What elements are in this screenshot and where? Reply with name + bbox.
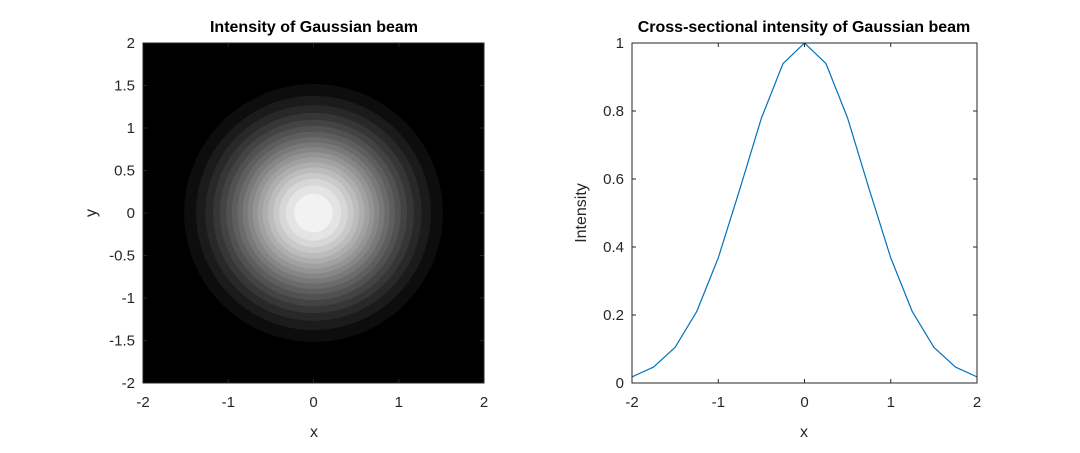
line-x-tick-label: -1 [712, 394, 725, 411]
heatmap-y-tick-label: -0.5 [109, 248, 135, 265]
line-y-tick-label: 1 [616, 35, 624, 52]
line-y-tick-label: 0 [616, 375, 624, 392]
line-series-group [632, 43, 977, 378]
intensity-line [632, 43, 977, 378]
heatmap-x-tick-label: -1 [222, 394, 235, 411]
heatmap-y-tick-label: -2 [122, 375, 135, 392]
line-y-tick-label: 0.4 [603, 239, 624, 256]
intensity-contours [165, 65, 462, 361]
heatmap-x-tick-label: 1 [395, 394, 403, 411]
heatmap-y-tick-label: -1 [122, 290, 135, 307]
heatmap-axes: -2 -1 0 1 2 -2 -1.5 -1 -0.5 0 0.5 1 1.5 2 [109, 35, 488, 411]
heatmap-y-tick-label: 0.5 [114, 163, 135, 180]
line-x-tick-label: 0 [800, 394, 808, 411]
heatmap-y-tick-label: 0 [127, 205, 135, 222]
line-plot: Cross-sectional intensity of Gaussian be… [573, 19, 981, 441]
heatmap-x-tick-label: -2 [136, 394, 149, 411]
heatmap-plot: Intensity of Gaussian beam -2 -1 0 1 2 -2 -1.5… [83, 19, 488, 441]
line-title: Cross-sectional intensity of Gaussian be… [638, 19, 971, 36]
heatmap-y-axis-label: y [83, 209, 100, 217]
contour-level [294, 193, 333, 233]
heatmap-title: Intensity of Gaussian beam [210, 19, 418, 36]
heatmap-x-axis-label: x [310, 424, 318, 441]
heatmap-y-tick-label: 1 [127, 120, 135, 137]
line-y-axis-label: Intensity [573, 183, 590, 243]
line-y-tick-label: 0.8 [603, 103, 624, 120]
line-x-tick-label: 2 [973, 394, 981, 411]
heatmap-y-tick-label: 1.5 [114, 78, 135, 95]
line-x-axis-label: x [800, 424, 808, 441]
line-plot-area [632, 43, 977, 383]
heatmap-x-tick-label: 2 [480, 394, 488, 411]
line-x-tick-label: 1 [887, 394, 895, 411]
heatmap-y-tick-label: 2 [127, 35, 135, 52]
line-x-tick-label: -2 [625, 394, 638, 411]
heatmap-x-tick-label: 0 [309, 394, 317, 411]
line-axes: -2 -1 0 1 2 0 0.2 0.4 0.6 0.8 1 [603, 35, 981, 411]
line-y-tick-label: 0.6 [603, 171, 624, 188]
line-y-tick-label: 0.2 [603, 307, 624, 324]
heatmap-y-tick-label: -1.5 [109, 333, 135, 350]
